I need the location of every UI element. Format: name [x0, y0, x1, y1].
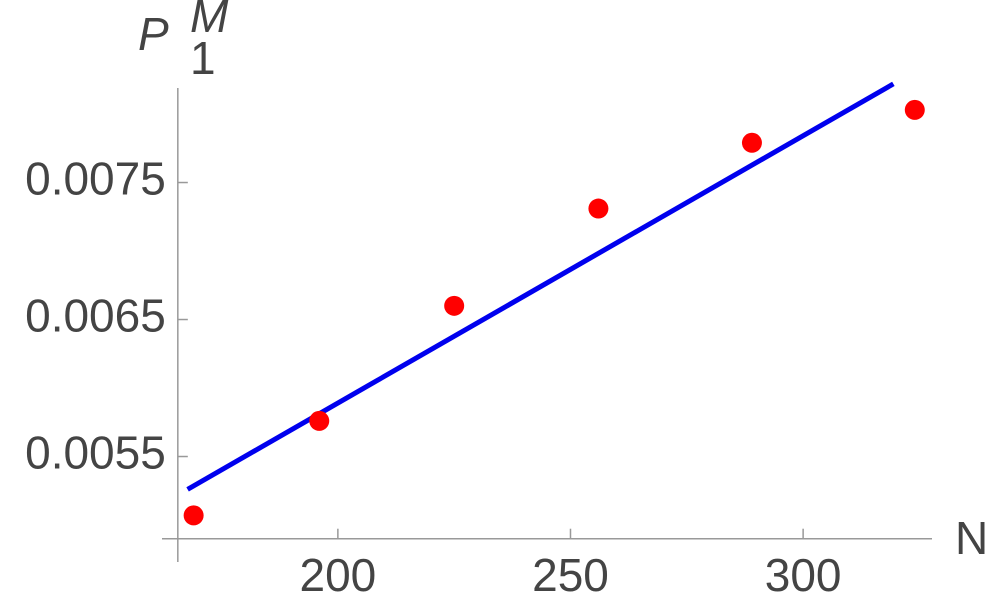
y-tick-label: 0.0065 — [25, 290, 166, 342]
point — [309, 410, 330, 431]
point — [904, 99, 925, 120]
point — [588, 198, 609, 219]
x-tick-label: 250 — [532, 549, 609, 601]
x-tick-label: 200 — [299, 549, 376, 601]
x-tick-label: 300 — [765, 549, 842, 601]
point — [183, 505, 204, 526]
fit-line — [186, 81, 895, 492]
y-tick-label: 0.0055 — [25, 427, 166, 479]
point — [444, 295, 465, 316]
point — [741, 132, 762, 153]
y-tick-label: 0.0075 — [25, 153, 166, 205]
y-axis-label-sub: 1 — [190, 32, 216, 84]
x-axis-label: N — [955, 512, 988, 564]
y-axis-label-sup: M — [190, 0, 229, 42]
y-axis-label-base: P — [138, 8, 169, 60]
